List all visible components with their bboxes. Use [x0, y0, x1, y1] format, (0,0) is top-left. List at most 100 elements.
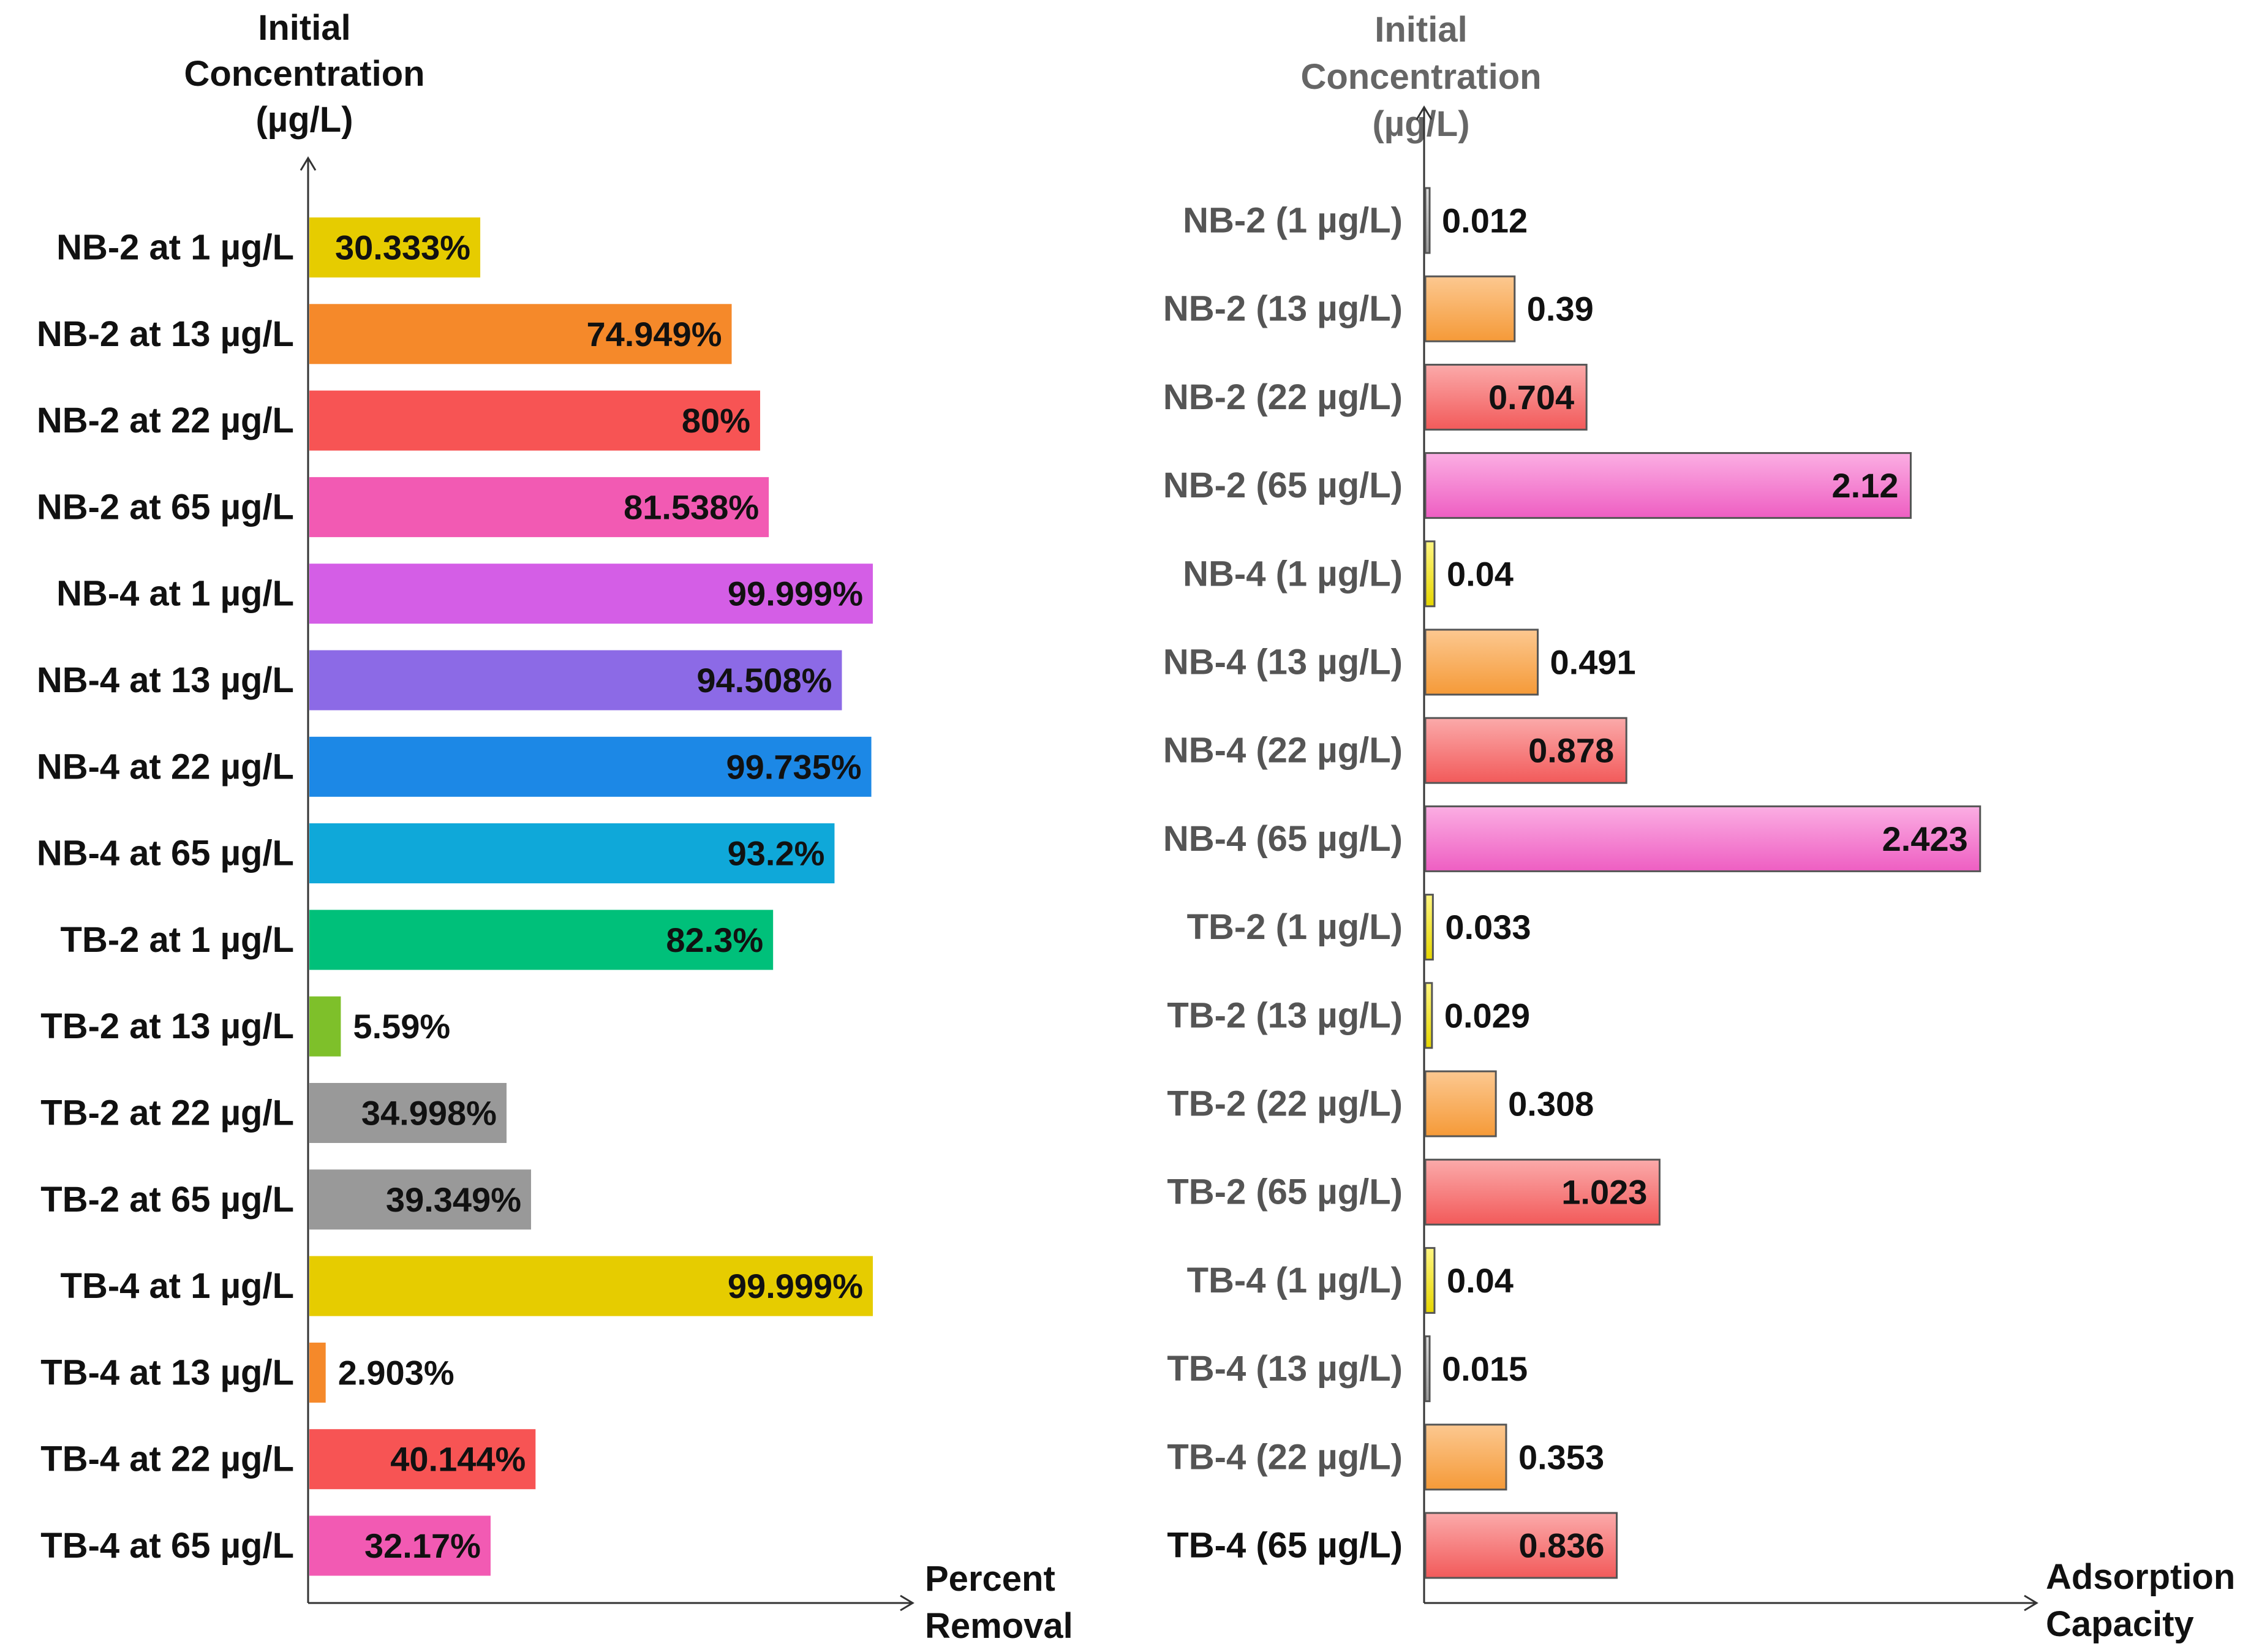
right-bar — [1424, 717, 1627, 784]
right-category-label: TB-4 (22 µg/L) — [1167, 1437, 1403, 1477]
right-bar — [1424, 1070, 1497, 1137]
left-category-label: NB-2 at 1 µg/L — [56, 228, 294, 268]
left-value-label: 39.349% — [386, 1180, 521, 1219]
left-bar — [309, 304, 732, 364]
left-value-label: 74.949% — [586, 315, 722, 353]
left-value-label: 99.999% — [728, 575, 863, 613]
right-category-label: TB-4 (1 µg/L) — [1187, 1261, 1403, 1300]
right-chart: Initial Concentration (µg/L) Adsorption … — [1163, 10, 2235, 1644]
left-value-label: 34.998% — [361, 1094, 497, 1133]
right-value-labels: 0.012 0.39 0.704 2.12 0.04 0.491 0.878 2.423 0.0… — [1442, 202, 1968, 1565]
right-value-label: 0.029 — [1444, 996, 1530, 1035]
right-bar — [1424, 187, 1431, 254]
right-value-label: 0.491 — [1550, 643, 1636, 682]
right-bar — [1424, 1512, 1618, 1579]
right-bar — [1424, 1158, 1661, 1226]
right-category-labels: NB-2 (1 µg/L) NB-2 (13 µg/L) NB-2 (22 µg/L… — [1163, 201, 1403, 1566]
right-x-axis-title-line-2: Capacity — [2046, 1604, 2194, 1644]
right-bar — [1424, 805, 1981, 872]
left-value-label: 5.59% — [353, 1007, 450, 1046]
right-y-axis-title-line-3: (µg/L) — [1372, 104, 1469, 144]
right-bar — [1424, 540, 1436, 608]
left-value-label: 40.144% — [390, 1440, 526, 1479]
right-category-label: TB-4 (13 µg/L) — [1167, 1349, 1403, 1389]
left-bar — [309, 1342, 326, 1403]
left-x-axis-title-line-1: Percent — [925, 1559, 1055, 1599]
left-value-label: 94.508% — [696, 661, 832, 700]
right-value-label: 0.878 — [1528, 731, 1614, 770]
left-category-label: TB-2 at 1 µg/L — [61, 920, 294, 960]
left-bar — [309, 1083, 507, 1143]
left-category-labels: NB-2 at 1 µg/L NB-2 at 13 µg/L NB-2 at 22 … — [37, 228, 294, 1566]
right-value-label: 0.39 — [1527, 290, 1594, 328]
left-value-label: 81.538% — [624, 488, 759, 526]
right-bar — [1424, 275, 1516, 342]
right-category-label: NB-4 (1 µg/L) — [1183, 554, 1403, 594]
right-bar — [1424, 1424, 1507, 1491]
right-bar — [1424, 982, 1433, 1049]
left-bar — [309, 217, 481, 277]
right-y-axis-arrowhead — [1416, 105, 1433, 120]
left-category-label: NB-2 at 13 µg/L — [37, 314, 294, 354]
right-value-label: 0.308 — [1508, 1085, 1594, 1123]
right-value-label: 0.015 — [1442, 1349, 1528, 1388]
left-category-label: NB-2 at 65 µg/L — [37, 487, 294, 527]
right-value-label: 2.423 — [1882, 820, 1968, 858]
right-value-label: 0.012 — [1442, 202, 1528, 240]
left-bar — [309, 736, 872, 797]
right-value-label: 1.023 — [1561, 1173, 1647, 1212]
left-bar — [309, 650, 842, 711]
right-category-label: NB-4 (22 µg/L) — [1163, 731, 1403, 771]
left-bar — [309, 1169, 532, 1230]
left-category-label: TB-2 at 13 µg/L — [40, 1006, 294, 1046]
right-value-label: 0.033 — [1445, 908, 1531, 946]
left-bars — [309, 217, 873, 1576]
left-y-axis-arrowhead — [300, 156, 317, 171]
right-category-label: NB-4 (65 µg/L) — [1163, 819, 1403, 859]
right-bar — [1424, 1247, 1436, 1314]
left-value-label: 80% — [682, 401, 750, 440]
left-value-label: 30.333% — [335, 228, 470, 267]
left-value-label: 93.2% — [728, 834, 825, 873]
right-value-label: 0.04 — [1447, 1261, 1514, 1300]
right-category-label: NB-2 (65 µg/L) — [1163, 466, 1403, 505]
left-chart: Initial Concentration (µg/L) Percent Rem… — [37, 8, 1073, 1646]
right-bar — [1424, 628, 1539, 696]
left-bar — [309, 564, 873, 624]
right-category-label: TB-2 (22 µg/L) — [1167, 1084, 1403, 1124]
left-category-label: NB-4 at 13 µg/L — [37, 660, 294, 700]
left-category-label: NB-4 at 22 µg/L — [37, 747, 294, 786]
right-x-axis-title-line-1: Adsorption — [2046, 1557, 2235, 1597]
left-value-label: 2.903% — [338, 1353, 454, 1392]
right-y-axis-title-line-1: Initial — [1374, 10, 1467, 50]
left-value-label: 32.17% — [364, 1526, 481, 1565]
right-bar — [1424, 363, 1588, 431]
left-bar — [309, 1429, 536, 1490]
left-bar — [309, 910, 774, 970]
left-x-axis-arrowhead — [900, 1594, 914, 1612]
right-category-label: TB-4 (65 µg/L) — [1167, 1526, 1403, 1566]
left-value-label: 82.3% — [666, 921, 763, 959]
left-bar — [309, 823, 835, 884]
right-category-label: TB-2 (13 µg/L) — [1167, 995, 1403, 1035]
left-value-label: 99.735% — [726, 747, 861, 786]
left-category-label: NB-2 at 22 µg/L — [37, 401, 294, 440]
right-category-label: NB-2 (13 µg/L) — [1163, 289, 1403, 329]
right-bar — [1424, 452, 1912, 519]
left-value-labels: 30.333% 74.949% 80% 81.538% 99.999% 94.508% 99… — [335, 228, 863, 1566]
right-bars — [1424, 187, 1981, 1579]
left-bar — [309, 1256, 873, 1316]
right-x-axis-arrowhead — [2024, 1594, 2038, 1612]
left-x-axis-title-line-2: Removal — [925, 1606, 1073, 1646]
left-category-label: TB-4 at 65 µg/L — [40, 1526, 294, 1566]
left-y-axis-title-line-1: Initial — [258, 8, 350, 48]
right-y-axis-title-line-2: Concentration — [1300, 57, 1541, 97]
left-category-label: TB-2 at 65 µg/L — [40, 1180, 294, 1220]
left-y-axis-title-line-2: Concentration — [184, 54, 424, 94]
right-bar — [1424, 894, 1434, 961]
left-category-label: TB-4 at 1 µg/L — [61, 1266, 294, 1306]
right-value-label: 0.836 — [1518, 1526, 1604, 1565]
left-category-label: TB-4 at 13 µg/L — [40, 1352, 294, 1392]
left-bar — [309, 996, 341, 1057]
